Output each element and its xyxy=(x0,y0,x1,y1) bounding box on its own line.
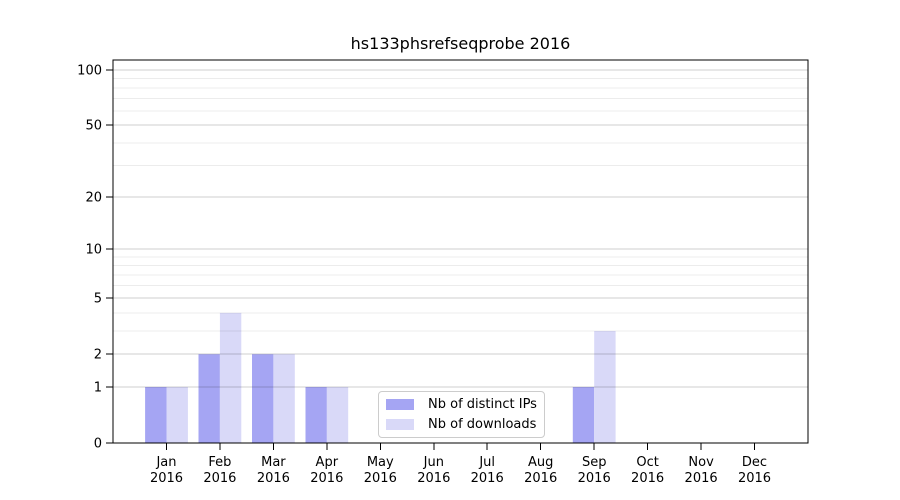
bar-distinct-ips-apr xyxy=(305,387,327,443)
y-tick-label: 2 xyxy=(94,348,102,363)
x-tick-label-month: Apr xyxy=(316,455,339,470)
bar-downloads-jan xyxy=(166,387,188,443)
legend-item-downloads: Nb of downloads xyxy=(386,417,538,432)
plot-frame xyxy=(112,59,809,444)
bar-downloads-sep xyxy=(594,331,616,443)
legend-label-distinct-ips: Nb of distinct IPs xyxy=(428,397,537,412)
x-tick-label-year: 2016 xyxy=(203,471,236,486)
x-tick-label-year: 2016 xyxy=(738,471,771,486)
x-tick-label-year: 2016 xyxy=(524,471,557,486)
x-tick-label-month: Dec xyxy=(742,455,767,470)
x-tick-label-month: Jun xyxy=(423,455,444,470)
x-tick-label-year: 2016 xyxy=(578,471,611,486)
y-tick-label: 50 xyxy=(85,119,102,134)
bar-distinct-ips-mar xyxy=(252,354,274,443)
bar-distinct-ips-feb xyxy=(198,354,220,443)
x-tick-label-month: Feb xyxy=(208,455,231,470)
x-tick-label-year: 2016 xyxy=(417,471,450,486)
legend: Nb of distinct IPs Nb of downloads xyxy=(378,391,545,438)
x-tick-label-year: 2016 xyxy=(150,471,183,486)
x-tick-label-year: 2016 xyxy=(257,471,290,486)
legend-swatch-downloads xyxy=(386,419,414,430)
legend-item-distinct-ips: Nb of distinct IPs xyxy=(386,397,538,412)
x-tick-label-month: Jan xyxy=(155,455,176,470)
bar-distinct-ips-sep xyxy=(572,387,595,443)
x-tick-label-month: Sep xyxy=(582,455,607,470)
x-tick-label-year: 2016 xyxy=(685,471,718,486)
chart-title: hs133phsrefseqprobe 2016 xyxy=(350,34,571,53)
bar-downloads-feb xyxy=(219,312,242,443)
x-tick-label-year: 2016 xyxy=(471,471,504,486)
bar-distinct-ips-jan xyxy=(145,387,167,443)
y-tick-label: 5 xyxy=(94,292,102,307)
bar-downloads-mar xyxy=(273,354,295,443)
y-tick-label: 10 xyxy=(85,243,102,258)
y-tick-label: 0 xyxy=(94,437,102,452)
y-tick-label: 1 xyxy=(94,381,102,396)
legend-label-downloads: Nb of downloads xyxy=(428,417,537,432)
legend-swatch-distinct-ips xyxy=(386,399,414,410)
x-tick-label-year: 2016 xyxy=(364,471,397,486)
x-tick-label-month: Oct xyxy=(636,455,658,470)
x-tick-label-month: Jul xyxy=(478,455,495,470)
x-tick-label-month: May xyxy=(367,455,394,470)
x-tick-label-year: 2016 xyxy=(310,471,343,486)
x-tick-label-month: Aug xyxy=(528,455,553,470)
y-tick-label: 100 xyxy=(77,64,102,79)
y-tick-label: 20 xyxy=(85,190,102,205)
bar-downloads-apr xyxy=(326,387,349,443)
x-tick-label-month: Mar xyxy=(261,455,286,470)
x-tick-label-month: Nov xyxy=(688,455,714,470)
x-tick-label-year: 2016 xyxy=(631,471,664,486)
